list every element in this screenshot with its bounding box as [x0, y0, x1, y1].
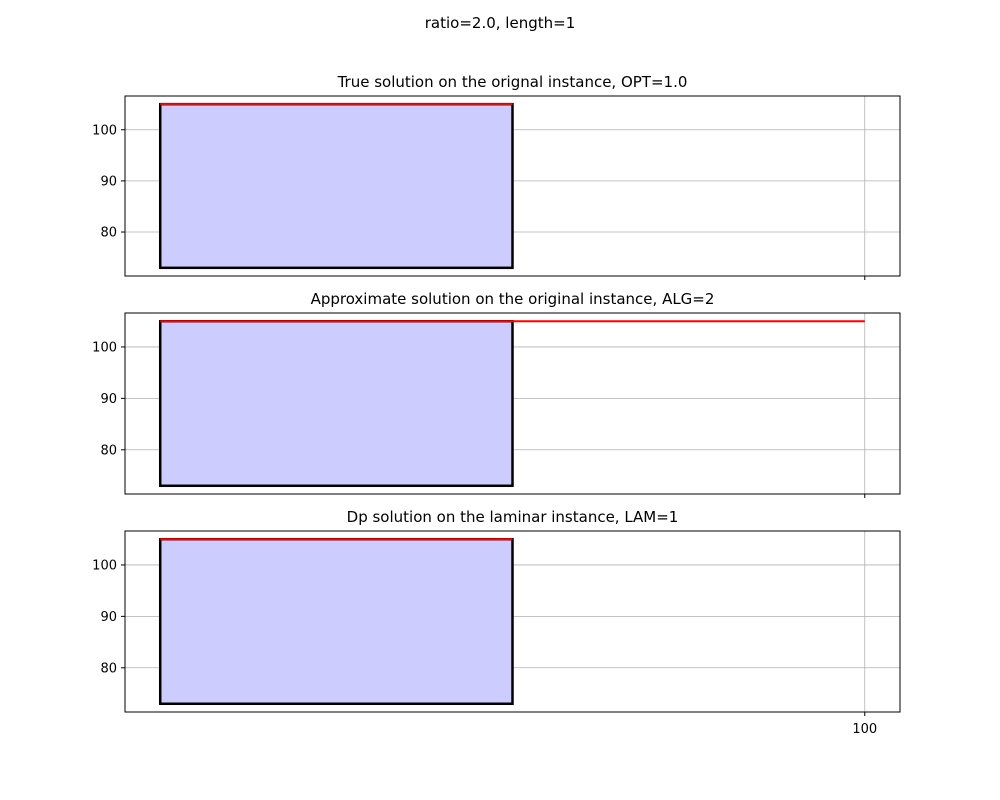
y-tick-label: 100 [92, 340, 117, 355]
y-tick-label: 100 [92, 123, 117, 138]
y-tick-label: 90 [100, 610, 117, 625]
solution-rectangle [158, 537, 514, 706]
y-tick-label: 80 [100, 443, 117, 458]
x-tick-label: 100 [852, 722, 877, 737]
y-tick-label: 100 [92, 558, 117, 573]
figure-suptitle: ratio=2.0, length=1 [425, 14, 575, 32]
y-tick-label: 90 [100, 392, 117, 407]
solution-rectangle [158, 319, 514, 488]
subplot-title: True solution on the orignal instance, O… [337, 73, 688, 91]
y-tick-label: 80 [100, 661, 117, 676]
axes-frame [124, 530, 901, 713]
y-tick-label: 80 [100, 226, 117, 241]
subplot-2: 80 90 100 Approximate solution on the origi… [92, 290, 901, 498]
y-tick-label: 90 [100, 174, 117, 189]
axes-frame [124, 312, 901, 495]
subplot-3: 80 90 100 100 Dp solution on the laminar ins… [92, 508, 901, 737]
solution-rectangle [158, 102, 514, 270]
subplot-1: 80 90 100 True solution on the orignal inst… [92, 73, 901, 280]
subplot-title: Approximate solution on the original ins… [311, 290, 715, 308]
axes-frame [124, 95, 901, 277]
subplot-title: Dp solution on the laminar instance, LAM… [347, 508, 679, 526]
